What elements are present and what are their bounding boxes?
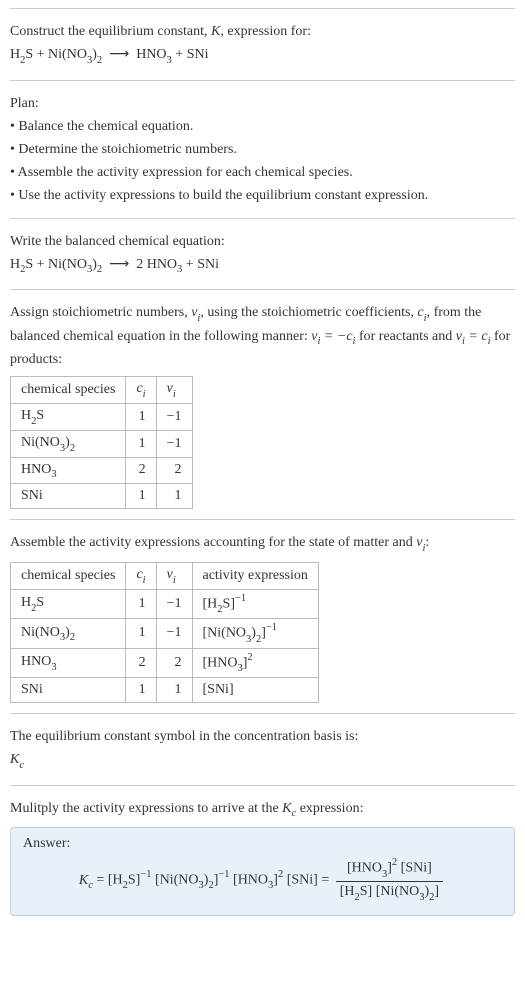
cell-species: SNi xyxy=(11,678,126,703)
plan-section: Plan: • Balance the chemical equation. •… xyxy=(10,80,515,218)
intro-eq-rhs: HNO3 + SNi xyxy=(136,47,208,62)
stoich-section: Assign stoichiometric numbers, νi, using… xyxy=(10,289,515,519)
cell-ci: 2 xyxy=(126,648,156,677)
stoich-c: ci xyxy=(417,305,426,320)
cell-activity: [Ni(NO3)2]−1 xyxy=(192,619,318,648)
intro-line-1: Construct the equilibrium constant, K, e… xyxy=(10,21,515,42)
table-row: H2S 1 −1 xyxy=(11,403,193,430)
table-row: HNO3 2 2 xyxy=(11,457,193,484)
kc-symbol-text: The equilibrium constant symbol in the c… xyxy=(10,726,515,747)
stoich-text-a: Assign stoichiometric numbers, xyxy=(10,305,191,320)
cell-nui: 1 xyxy=(156,678,192,703)
cell-nui: 2 xyxy=(156,648,192,677)
cell-nui: −1 xyxy=(156,430,192,457)
balanced-arrow: ⟶ xyxy=(109,256,129,272)
cell-nui: −1 xyxy=(156,403,192,430)
final-heading-a: Mulitply the activity expressions to arr… xyxy=(10,801,282,816)
table-header-row: chemical species ci νi activity expressi… xyxy=(11,562,319,589)
col-nui: νi xyxy=(156,562,192,589)
intro-equation: H2S + Ni(NO3)2 ⟶ HNO3 + SNi xyxy=(10,44,515,68)
cell-nui: 2 xyxy=(156,457,192,484)
intro-arrow: ⟶ xyxy=(109,46,129,62)
cell-activity: [SNi] xyxy=(192,678,318,703)
intro-eq-lhs: H2S + Ni(NO3)2 xyxy=(10,47,102,62)
answer-fraction: [HNO3]2 [SNi] [H2S] [Ni(NO3)2] xyxy=(336,858,443,902)
plan-item-3: • Use the activity expressions to build … xyxy=(10,185,515,206)
balanced-eq-lhs: H2S + Ni(NO3)2 xyxy=(10,257,102,272)
plan-item-2: • Assemble the activity expression for e… xyxy=(10,162,515,183)
answer-label: Answer: xyxy=(23,836,502,852)
cell-ci: 1 xyxy=(126,430,156,457)
cell-nui: −1 xyxy=(156,589,192,618)
activity-heading-b: : xyxy=(425,535,429,550)
fraction-numerator: [HNO3]2 [SNi] xyxy=(336,858,443,882)
cell-activity: [HNO3]2 xyxy=(192,648,318,677)
intro-k: K xyxy=(211,24,220,39)
stoich-table: chemical species ci νi H2S 1 −1 Ni(NO3)2… xyxy=(10,376,193,509)
intro-section: Construct the equilibrium constant, K, e… xyxy=(10,8,515,80)
intro-text-b: , expression for: xyxy=(220,24,311,39)
table-row: Ni(NO3)2 1 −1 [Ni(NO3)2]−1 xyxy=(11,619,319,648)
cell-nui: 1 xyxy=(156,484,192,509)
activity-section: Assemble the activity expressions accoun… xyxy=(10,519,515,713)
stoich-text-d: for reactants and xyxy=(355,329,455,344)
final-section: Mulitply the activity expressions to arr… xyxy=(10,785,515,926)
cell-activity: [H2S]−1 xyxy=(192,589,318,618)
cell-species: H2S xyxy=(11,589,126,618)
balanced-eq-rhs: 2 HNO3 + SNi xyxy=(136,257,219,272)
col-ci: ci xyxy=(126,562,156,589)
balanced-equation: H2S + Ni(NO3)2 ⟶ 2 HNO3 + SNi xyxy=(10,254,515,278)
cell-nui: −1 xyxy=(156,619,192,648)
cell-ci: 1 xyxy=(126,484,156,509)
balanced-heading: Write the balanced chemical equation: xyxy=(10,231,515,252)
final-heading-b: expression: xyxy=(296,801,363,816)
stoich-nu: νi xyxy=(191,305,200,320)
table-row: HNO3 2 2 [HNO3]2 xyxy=(11,648,319,677)
table-row: SNi 1 1 xyxy=(11,484,193,509)
answer-equation: Kc = [H2S]−1 [Ni(NO3)2]−1 [HNO3]2 [SNi] … xyxy=(23,858,502,902)
plan-item-0: • Balance the chemical equation. xyxy=(10,116,515,137)
cell-ci: 2 xyxy=(126,457,156,484)
final-kc: Kc xyxy=(282,801,296,816)
cell-species: H2S xyxy=(11,403,126,430)
fraction-denominator: [H2S] [Ni(NO3)2] xyxy=(336,882,443,902)
stoich-rel2: νi = ci xyxy=(456,329,491,344)
cell-ci: 1 xyxy=(126,589,156,618)
cell-species: HNO3 xyxy=(11,648,126,677)
activity-heading: Assemble the activity expressions accoun… xyxy=(10,532,515,556)
kc-symbol: Kc xyxy=(10,749,515,773)
cell-ci: 1 xyxy=(126,403,156,430)
table-row: SNi 1 1 [SNi] xyxy=(11,678,319,703)
cell-ci: 1 xyxy=(126,678,156,703)
stoich-rel1: νi = −ci xyxy=(311,329,355,344)
cell-species: HNO3 xyxy=(11,457,126,484)
activity-heading-a: Assemble the activity expressions accoun… xyxy=(10,535,416,550)
col-nui: νi xyxy=(156,377,192,404)
plan-heading: Plan: xyxy=(10,93,515,114)
col-ci: ci xyxy=(126,377,156,404)
cell-species: Ni(NO3)2 xyxy=(11,430,126,457)
activity-table: chemical species ci νi activity expressi… xyxy=(10,562,319,703)
stoich-text: Assign stoichiometric numbers, νi, using… xyxy=(10,302,515,370)
table-row: Ni(NO3)2 1 −1 xyxy=(11,430,193,457)
cell-species: SNi xyxy=(11,484,126,509)
cell-ci: 1 xyxy=(126,619,156,648)
col-species: chemical species xyxy=(11,562,126,589)
col-species: chemical species xyxy=(11,377,126,404)
answer-box: Answer: Kc = [H2S]−1 [Ni(NO3)2]−1 [HNO3]… xyxy=(10,827,515,915)
cell-species: Ni(NO3)2 xyxy=(11,619,126,648)
table-header-row: chemical species ci νi xyxy=(11,377,193,404)
intro-text-a: Construct the equilibrium constant, xyxy=(10,24,211,39)
balanced-section: Write the balanced chemical equation: H2… xyxy=(10,218,515,290)
kc-symbol-section: The equilibrium constant symbol in the c… xyxy=(10,713,515,785)
plan-item-1: • Determine the stoichiometric numbers. xyxy=(10,139,515,160)
table-row: H2S 1 −1 [H2S]−1 xyxy=(11,589,319,618)
stoich-text-b: , using the stoichiometric coefficients, xyxy=(200,305,417,320)
final-heading: Mulitply the activity expressions to arr… xyxy=(10,798,515,822)
col-activity: activity expression xyxy=(192,562,318,589)
